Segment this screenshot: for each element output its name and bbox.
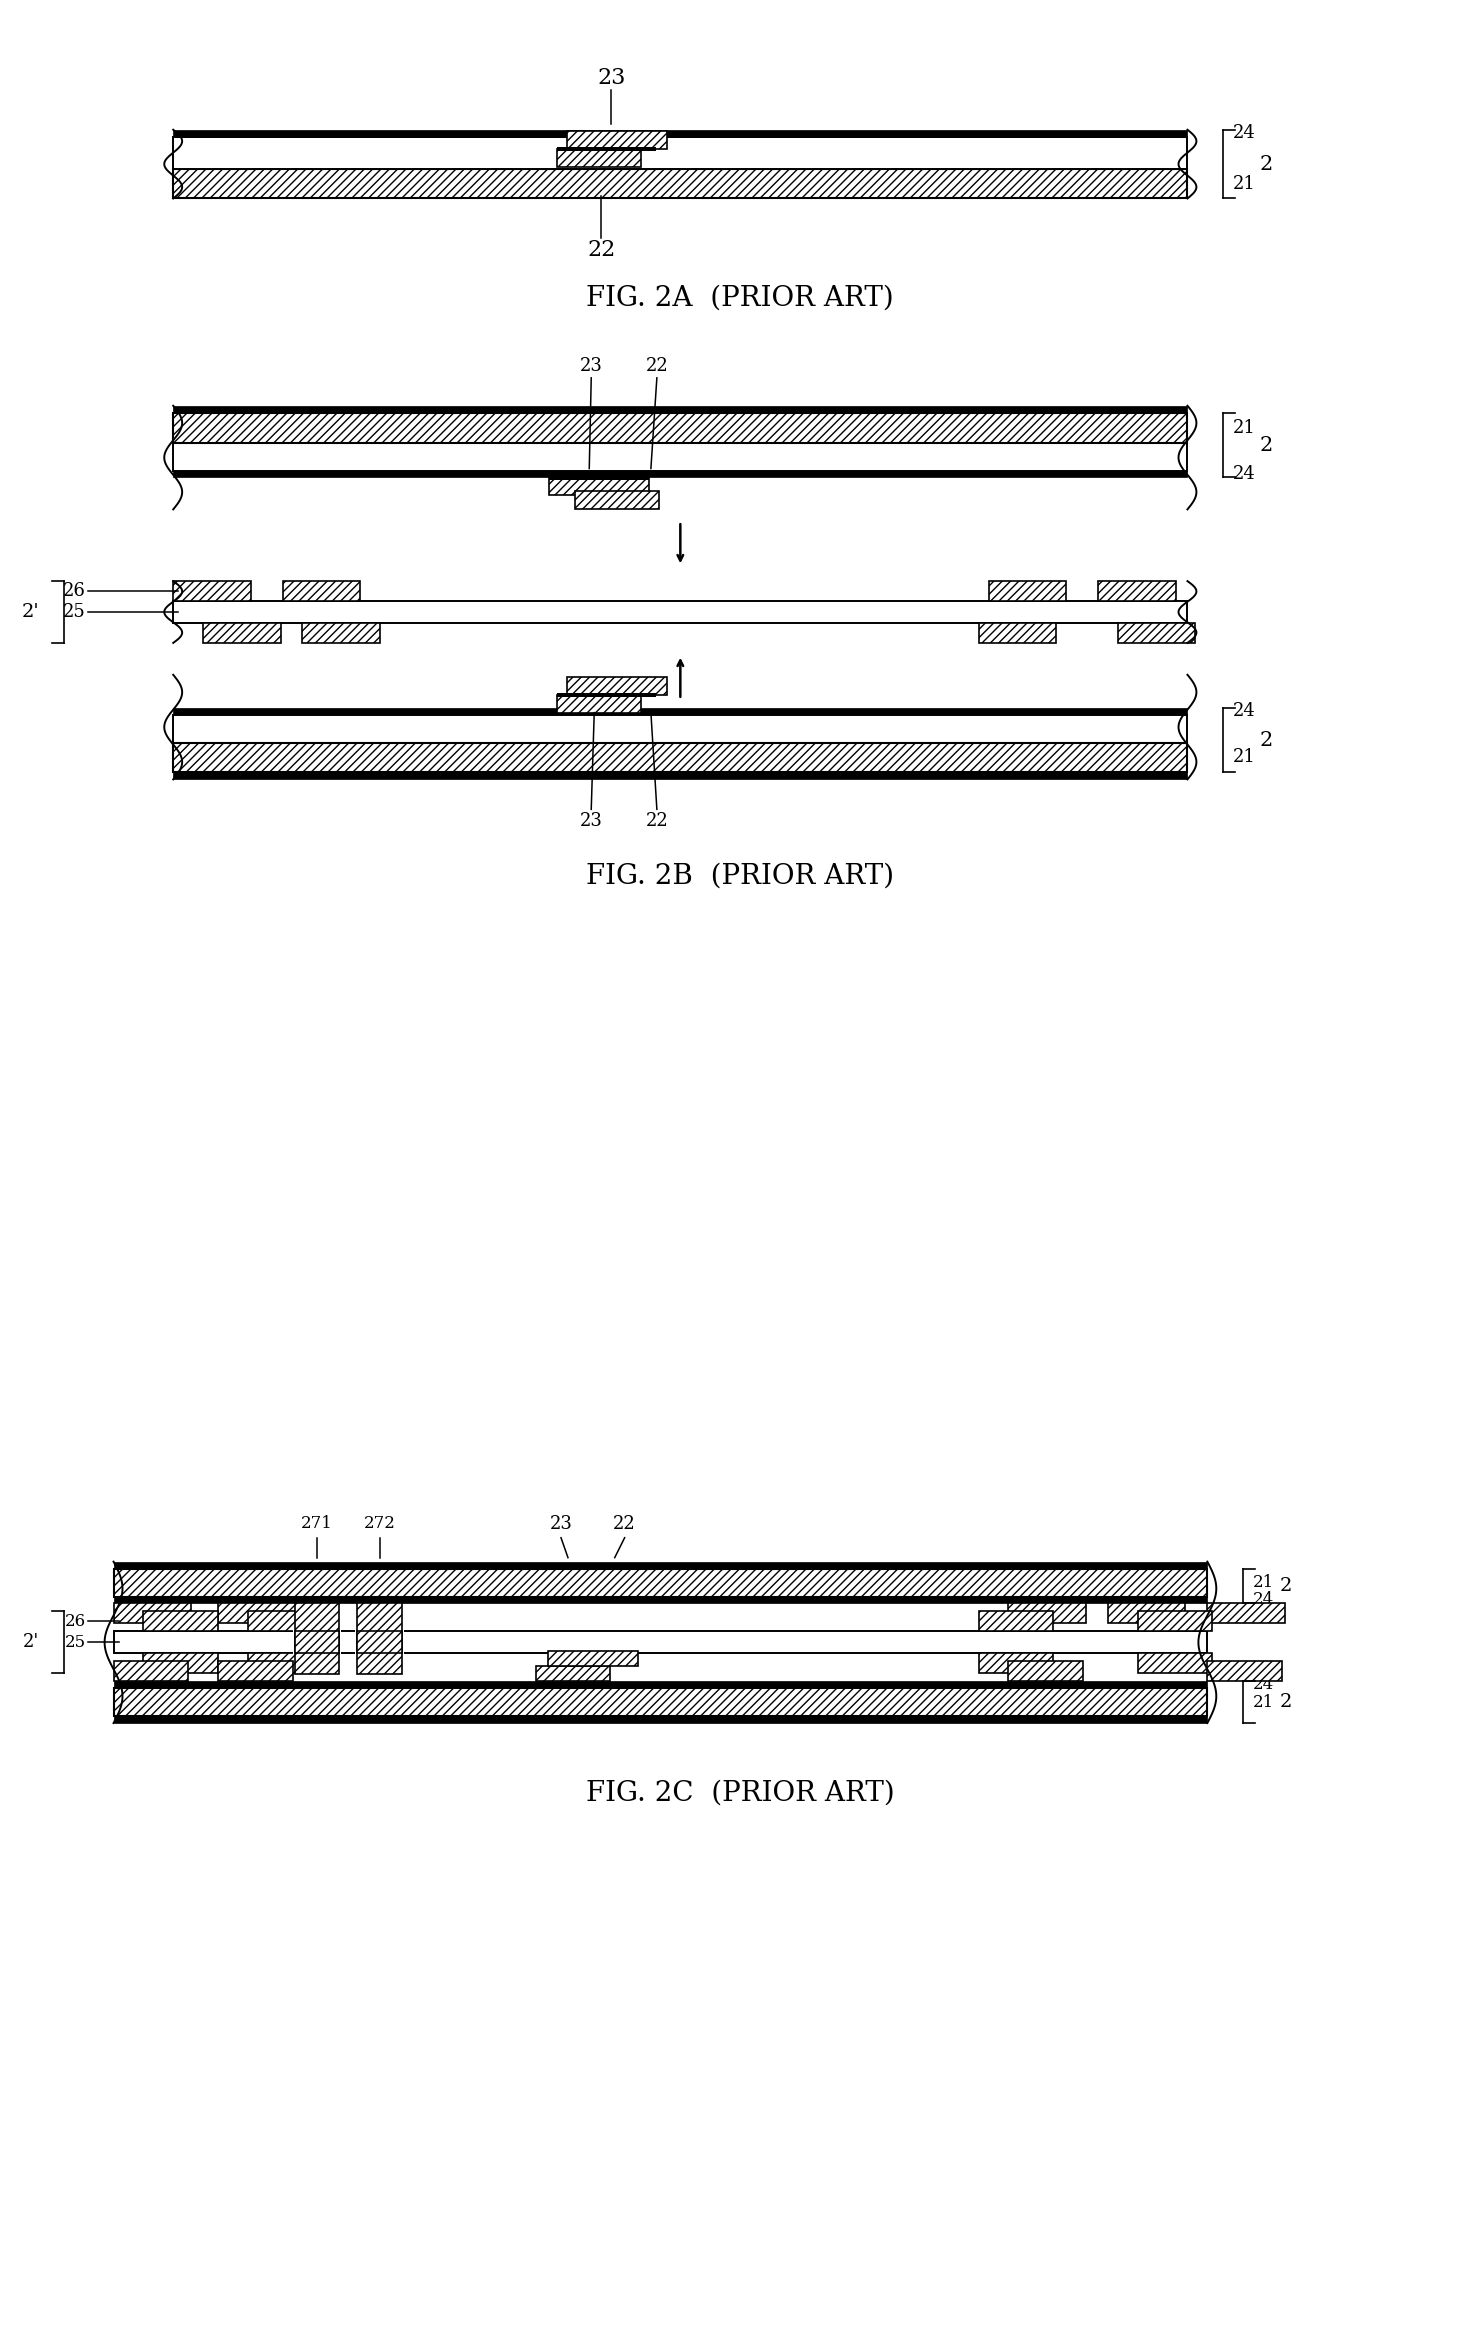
Bar [173, 707, 1188, 714]
Bar [550, 477, 649, 479]
Text: 24: 24 [1233, 465, 1256, 484]
Bar [979, 623, 1056, 644]
Bar [988, 580, 1066, 602]
Bar [1009, 1603, 1086, 1624]
Bar [1097, 580, 1176, 602]
Bar [173, 169, 1188, 197]
Bar [1137, 1654, 1213, 1673]
Text: 2: 2 [1260, 155, 1273, 174]
Text: 21: 21 [1233, 418, 1256, 437]
Bar [248, 1612, 322, 1631]
Bar [248, 1654, 322, 1673]
Bar [1137, 1612, 1213, 1631]
Bar [143, 1612, 217, 1631]
Text: 21: 21 [1253, 1574, 1275, 1591]
Bar [143, 1654, 217, 1673]
Bar [173, 407, 1188, 414]
Text: 22: 22 [645, 813, 669, 830]
Bar [549, 1652, 637, 1666]
Text: 23: 23 [580, 357, 602, 376]
Bar [1118, 623, 1195, 644]
Bar [203, 623, 281, 644]
Bar [114, 1687, 1207, 1716]
Bar [293, 1629, 342, 1654]
Text: 2': 2' [22, 1633, 38, 1652]
Bar [568, 132, 667, 148]
Bar [282, 580, 361, 602]
Bar [294, 1603, 339, 1673]
Bar [558, 693, 657, 698]
Bar [1009, 1661, 1083, 1680]
Bar [355, 1629, 404, 1654]
Text: 2: 2 [1260, 435, 1273, 454]
Bar [114, 1563, 1207, 1567]
Text: 26: 26 [62, 583, 86, 599]
Bar [217, 1661, 293, 1680]
Text: 24: 24 [1253, 1591, 1275, 1607]
Text: 22: 22 [645, 357, 669, 376]
Bar [294, 1631, 339, 1654]
Text: 26: 26 [65, 1612, 86, 1631]
Text: 2: 2 [1260, 731, 1273, 750]
Text: 21: 21 [1233, 750, 1256, 766]
Text: 24: 24 [1233, 703, 1256, 719]
Bar [173, 470, 1188, 477]
Bar [173, 602, 1188, 623]
Bar [1108, 1603, 1186, 1624]
Bar [173, 743, 1188, 773]
Bar [575, 491, 660, 510]
Text: 23: 23 [550, 1516, 572, 1532]
Bar [558, 696, 642, 712]
Text: 23: 23 [598, 66, 626, 89]
Bar [114, 1680, 1207, 1687]
Bar [114, 1716, 1207, 1723]
Text: 272: 272 [364, 1516, 395, 1532]
Bar [558, 148, 642, 167]
Text: 271: 271 [300, 1516, 333, 1532]
Bar [173, 414, 1188, 442]
Text: 2: 2 [1279, 1577, 1293, 1596]
Bar [173, 580, 251, 602]
Bar [173, 129, 1188, 136]
Text: 24: 24 [1253, 1676, 1275, 1694]
Text: 23: 23 [580, 813, 602, 830]
Bar [1207, 1661, 1282, 1680]
Text: 25: 25 [65, 1633, 86, 1650]
Bar [173, 442, 1188, 470]
Bar [114, 1596, 1207, 1603]
Text: FIG. 2A  (PRIOR ART): FIG. 2A (PRIOR ART) [586, 284, 893, 313]
Bar [1207, 1603, 1285, 1624]
Bar [356, 1603, 402, 1673]
Text: 21: 21 [1233, 174, 1256, 193]
Text: 22: 22 [587, 240, 615, 261]
Text: 25: 25 [64, 604, 86, 620]
Bar [568, 677, 667, 696]
Bar [979, 1612, 1053, 1631]
Text: FIG. 2C  (PRIOR ART): FIG. 2C (PRIOR ART) [586, 1779, 895, 1807]
Bar [303, 623, 380, 644]
Bar [114, 1567, 1207, 1596]
Bar [173, 714, 1188, 743]
Bar [535, 1666, 611, 1680]
Text: 2: 2 [1279, 1692, 1293, 1711]
Bar [217, 1603, 296, 1624]
Bar [356, 1631, 402, 1654]
Text: 22: 22 [614, 1516, 636, 1532]
Text: FIG. 2B  (PRIOR ART): FIG. 2B (PRIOR ART) [586, 862, 895, 891]
Bar [550, 477, 649, 496]
Bar [979, 1654, 1053, 1673]
Bar [173, 773, 1188, 780]
Bar [114, 1631, 1207, 1654]
Text: 24: 24 [1233, 125, 1256, 143]
Bar [173, 136, 1188, 169]
Bar [114, 1661, 188, 1680]
Text: 2': 2' [21, 604, 38, 620]
Bar [558, 148, 657, 150]
Text: 21: 21 [1253, 1694, 1275, 1711]
Bar [114, 1603, 191, 1624]
